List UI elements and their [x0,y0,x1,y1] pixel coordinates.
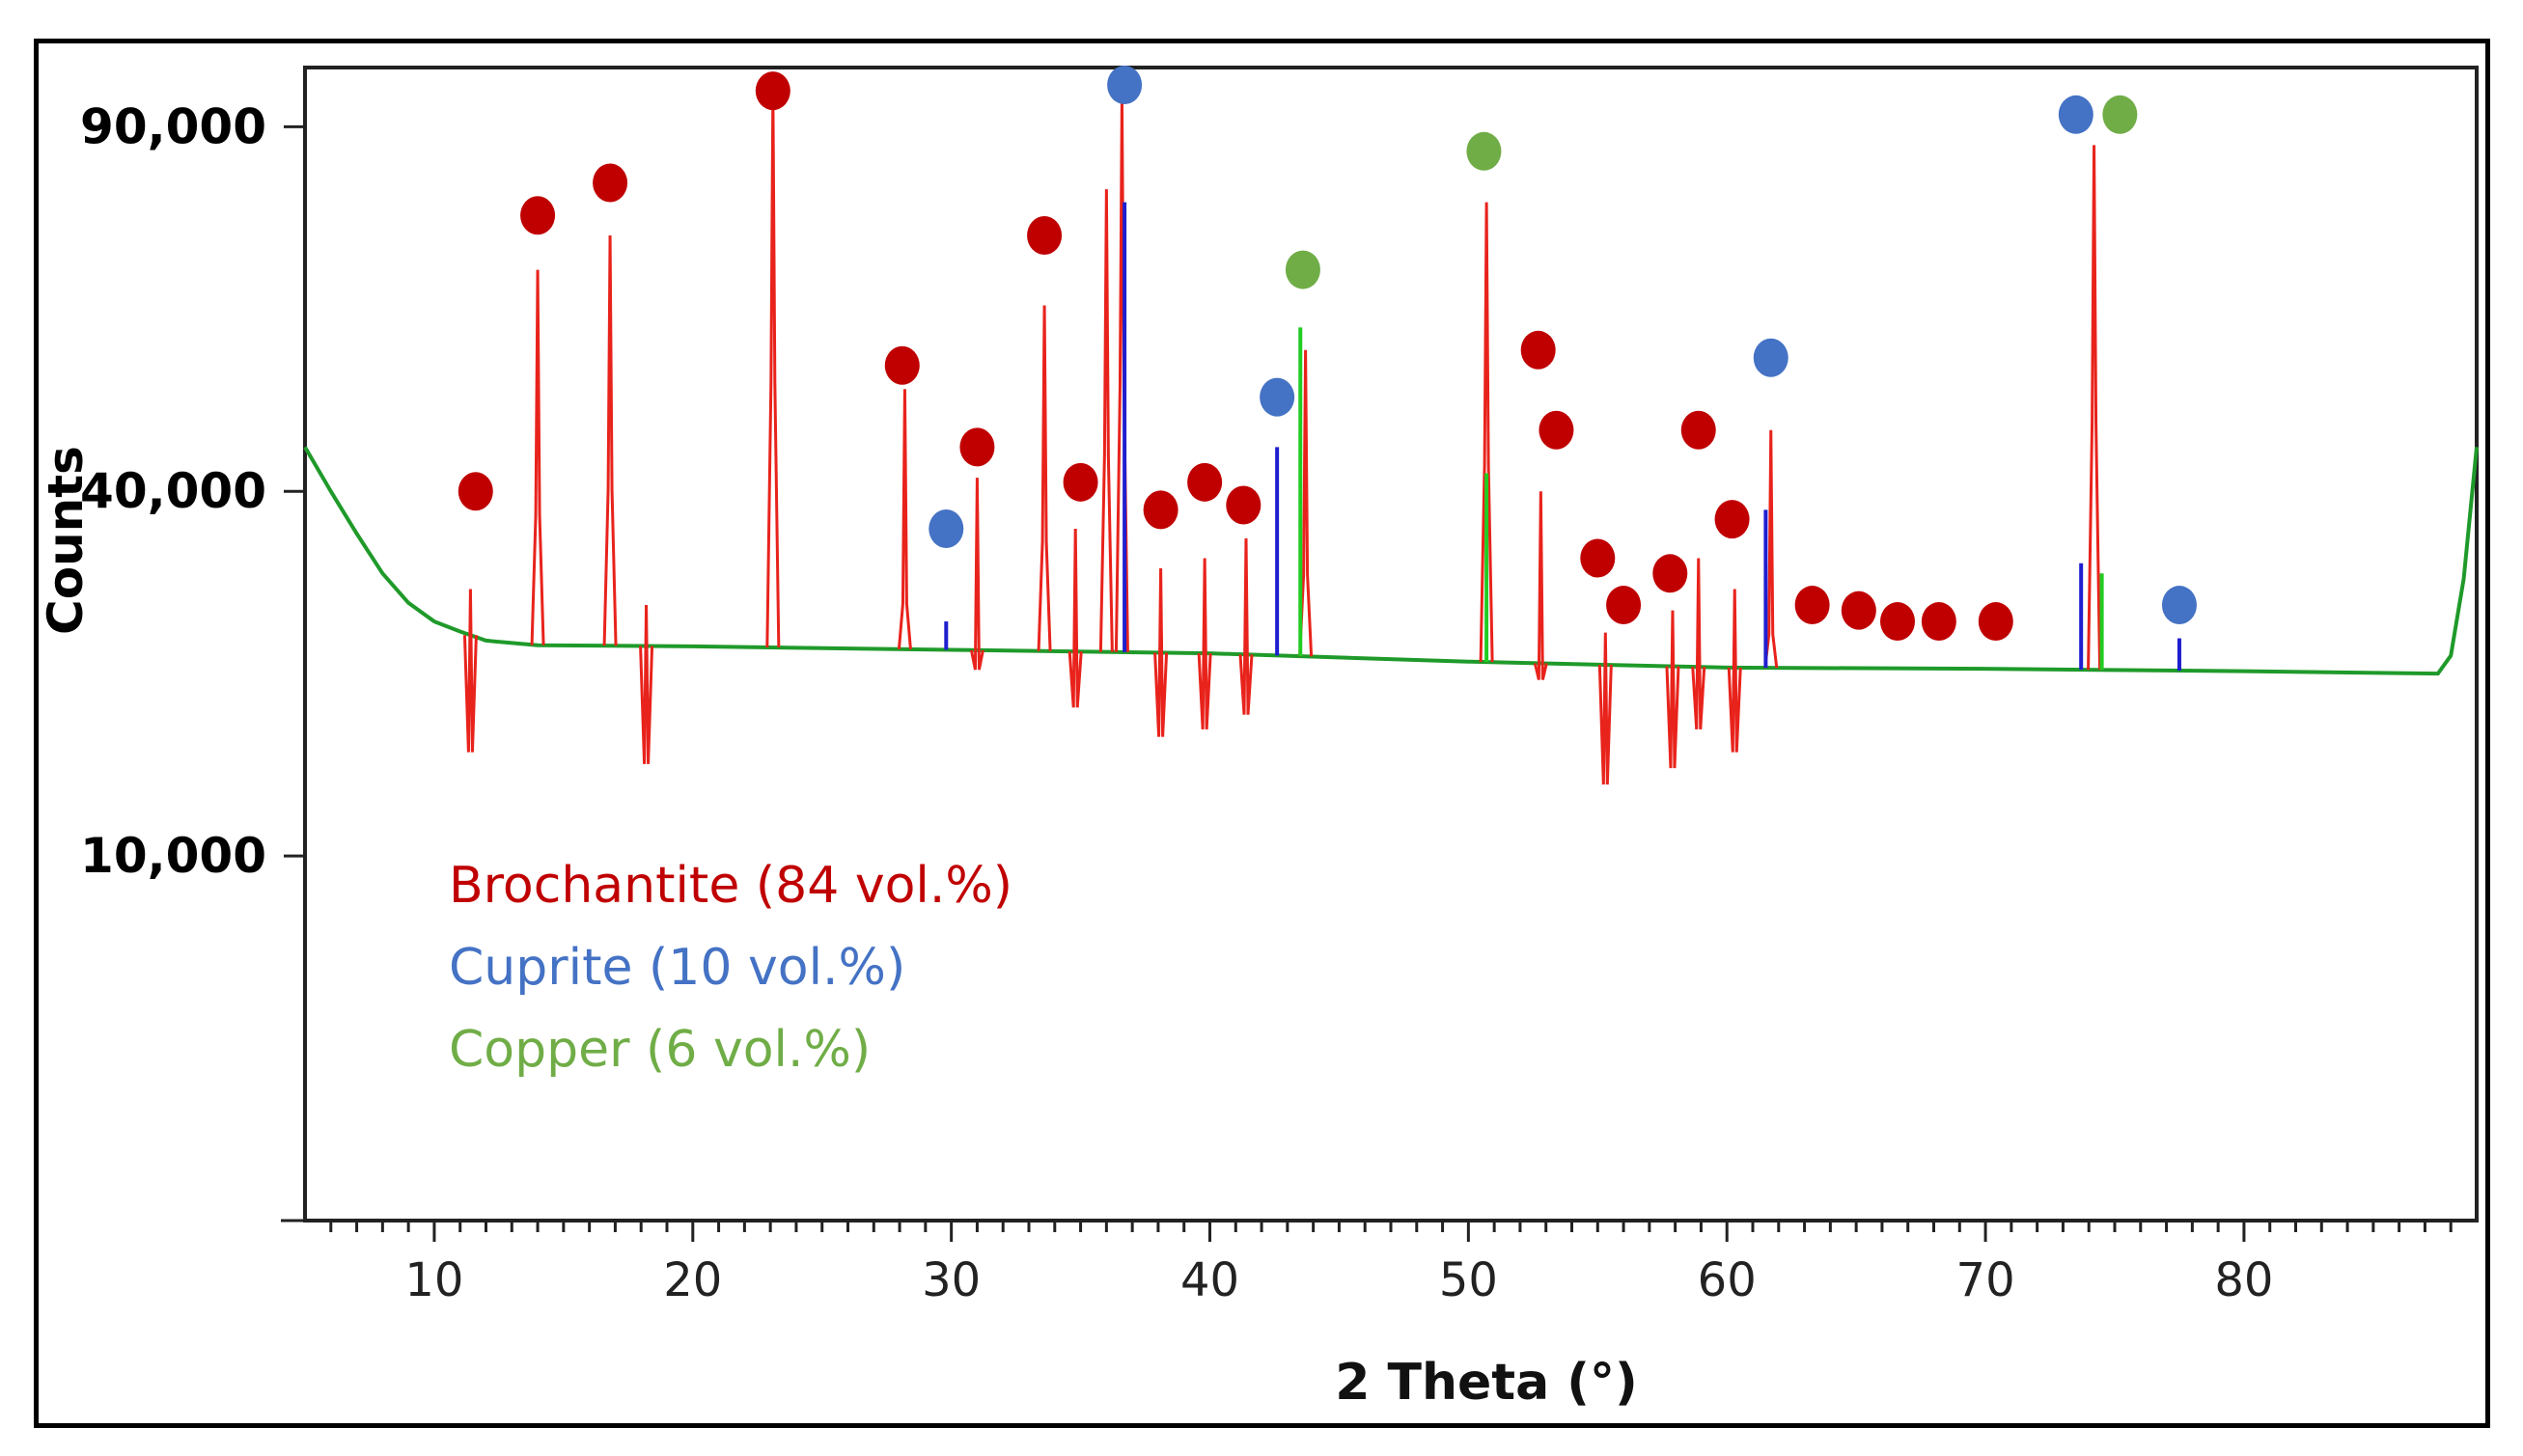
marker-cuprite [1753,338,1788,377]
marker-brochantite [1063,462,1098,502]
peak-brochantite [530,269,545,646]
marker-brochantite [593,163,628,203]
y-tick-labels: 10,000 40,000 90,000 [80,98,266,884]
peak-brochantite [1067,528,1083,708]
marker-brochantite [1520,330,1556,370]
x-tick-label: 80 [2214,1253,2273,1307]
marker-cuprite [2058,95,2093,134]
marker-brochantite [1606,586,1642,625]
legend: Brochantite (84 vol.%) Cuprite (10 vol.%… [449,857,1012,1079]
peak-brochantite [1098,189,1114,652]
x-tick-label: 10 [404,1253,463,1307]
x-tick-label: 30 [922,1253,981,1307]
x-tick-labels: 10 20 30 40 50 60 70 80 [404,1253,2273,1307]
y-tick-label: 90,000 [80,98,266,154]
axis-ticks [281,124,2453,1242]
marker-brochantite [1680,410,1716,450]
peak-brochantite [602,234,618,646]
marker-brochantite [1794,586,1830,625]
peak-brochantite [2087,145,2102,671]
peak-brochantite [1691,558,1706,729]
x-tick-label: 50 [1439,1253,1498,1307]
peak-brochantite [1665,610,1680,769]
peak-brochantite [1298,349,1314,657]
peak-brochantite [1727,589,1742,753]
peak-brochantite [1238,538,1254,715]
y-tick-label: 40,000 [80,463,266,519]
chart-frame [34,39,2490,1428]
peak-brochantite [639,605,654,764]
marker-cuprite [929,509,964,548]
marker-copper [2102,95,2138,134]
peak-brochantite [1037,305,1052,651]
phase-markers [457,66,2197,642]
background-curve [303,446,2479,676]
marker-brochantite [1841,591,1876,630]
x-tick-label: 60 [1698,1253,1757,1307]
peak-brochantite [969,478,984,671]
marker-brochantite [1027,215,1063,255]
peak-brochantite [1763,429,1779,669]
peak-brochantite [1153,567,1169,737]
marker-brochantite [520,196,556,235]
peak-brochantite [462,589,478,753]
marker-brochantite [1652,554,1688,593]
marker-cuprite [1260,377,1295,417]
marker-brochantite [1187,462,1223,502]
peak-brochantite [1197,558,1212,729]
legend-brochantite: Brochantite (84 vol.%) [449,857,1012,915]
x-tick-label: 70 [1956,1253,2015,1307]
marker-cuprite [2161,586,2197,625]
peak-brochantite [897,389,912,649]
marker-cuprite [1107,66,1143,105]
marker-brochantite [959,427,995,467]
marker-brochantite [884,345,920,385]
legend-cuprite: Cuprite (10 vol.%) [449,939,905,997]
marker-brochantite [1143,490,1178,530]
marker-copper [1285,250,1320,289]
marker-brochantite [1880,602,1915,642]
marker-brochantite [1921,602,1956,642]
legend-copper: Copper (6 vol.%) [449,1021,871,1079]
marker-brochantite [755,71,790,111]
x-tick-label: 40 [1180,1253,1239,1307]
plot-area [303,66,2479,1222]
background-line [303,446,2479,676]
marker-brochantite [1580,538,1616,578]
marker-brochantite [1226,485,1262,525]
x-tick-label: 20 [663,1253,722,1307]
marker-brochantite [457,472,493,511]
y-tick-label: 10,000 [80,828,266,884]
x-axis-title: 2 Theta (°) [1335,1354,1638,1412]
peak-brochantite [1597,632,1613,785]
peak-brochantite [1533,491,1548,680]
y-axis-title: Counts [38,446,94,635]
peak-brochantite [1479,202,1494,663]
marker-brochantite [1539,410,1574,450]
marker-copper [1466,131,1502,171]
marker-brochantite [1978,602,2013,642]
marker-brochantite [1714,500,1750,539]
